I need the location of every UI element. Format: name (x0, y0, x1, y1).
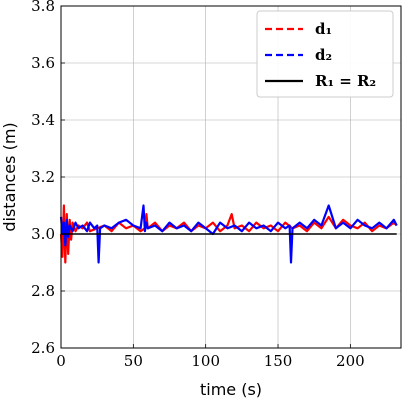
y-tick-label: 3.6 (31, 54, 55, 72)
y-axis-title: distances (m) (0, 122, 19, 231)
y-tick-label: 3.0 (31, 225, 55, 243)
x-tick-label: 50 (124, 352, 143, 370)
y-tick-label: 3.2 (31, 168, 55, 186)
x-tick-label: 100 (191, 352, 220, 370)
legend-label: R₁ = R₂ (315, 72, 376, 90)
series-layer (59, 204, 398, 264)
series-2-line (59, 204, 398, 264)
legend-box (256, 10, 394, 98)
legend: d₁ d₂ R₁ = R₂ (256, 10, 394, 98)
tick-labels: 0 50 100 150 200 2.6 2.8 3.0 3.2 3.4 3.6 3.8 (31, 0, 365, 370)
y-tick-label: 3.4 (31, 111, 55, 129)
x-tick-label: 200 (336, 352, 365, 370)
x-tick-label: 150 (264, 352, 293, 370)
y-tick-label: 2.6 (31, 339, 55, 357)
y-tick-label: 2.8 (31, 282, 55, 300)
y-tick-label: 3.8 (31, 0, 55, 15)
legend-label: d₂ (315, 46, 332, 64)
legend-label: d₁ (315, 20, 332, 38)
x-tick-label: 0 (56, 352, 66, 370)
x-axis-title: time (s) (200, 380, 262, 399)
